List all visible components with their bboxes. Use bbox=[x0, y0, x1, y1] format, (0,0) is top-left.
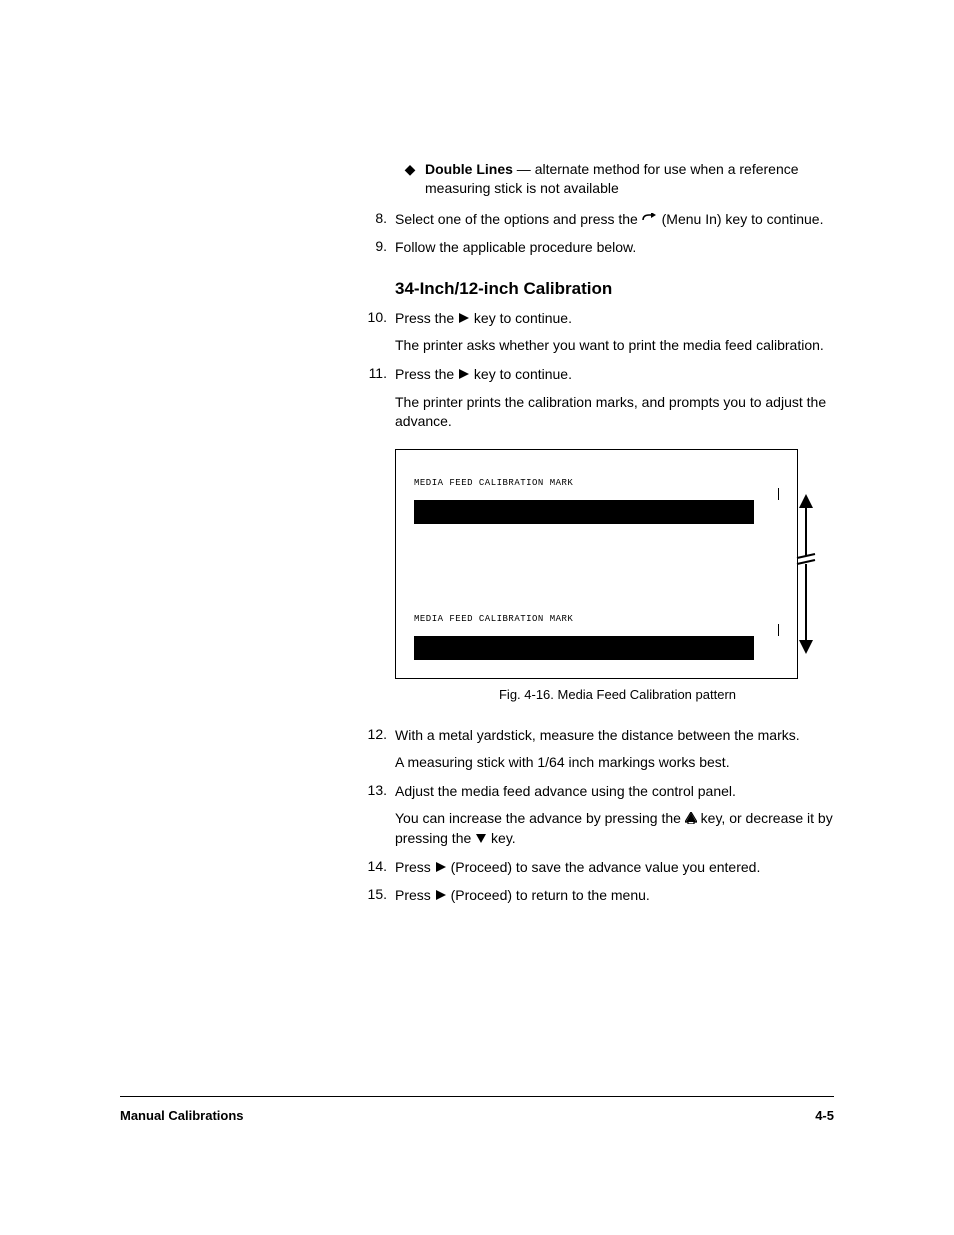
tick-mark bbox=[778, 624, 779, 636]
step-number: 13. bbox=[365, 782, 395, 801]
footer-rule bbox=[120, 1096, 834, 1097]
step10-pre: Press the bbox=[395, 310, 458, 326]
black-bar-top bbox=[414, 500, 754, 524]
black-bar-bottom bbox=[414, 636, 754, 660]
proceed-right-icon bbox=[458, 310, 470, 329]
tick-row-bottom bbox=[414, 628, 779, 636]
figure-caption: Fig. 4-16. Media Feed Calibration patter… bbox=[395, 687, 840, 702]
step-number: 14. bbox=[365, 858, 395, 878]
step13b-pre: You can increase the advance by pressing… bbox=[395, 810, 685, 826]
step-13-detail: You can increase the advance by pressing… bbox=[395, 809, 840, 849]
proceed-right-icon bbox=[435, 887, 447, 906]
page-footer: Manual Calibrations 4-5 bbox=[120, 1108, 834, 1123]
step-body: With a metal yardstick, measure the dist… bbox=[395, 726, 800, 745]
dimension-arrow bbox=[795, 494, 817, 654]
section-heading: 34-Inch/12-inch Calibration bbox=[395, 279, 840, 299]
step-number: 12. bbox=[365, 726, 395, 745]
step-number: 9. bbox=[365, 238, 395, 257]
step15-pre: Press bbox=[395, 887, 435, 903]
step11-pre: Press the bbox=[395, 366, 458, 382]
step-number: 15. bbox=[365, 886, 395, 906]
step-12-detail: A measuring stick with 1/64 inch marking… bbox=[395, 753, 840, 772]
diamond-icon: ◆ bbox=[395, 160, 425, 198]
step-14: 14. Press (Proceed) to save the advance … bbox=[395, 858, 840, 878]
footer-section: Manual Calibrations bbox=[120, 1108, 244, 1123]
step-number: 10. bbox=[365, 309, 395, 329]
step-body: Adjust the media feed advance using the … bbox=[395, 782, 736, 801]
up-arrow-icon bbox=[685, 810, 697, 829]
bullet-text: Double Lines — alternate method for use … bbox=[425, 160, 840, 198]
step-body: Select one of the options and press the … bbox=[395, 210, 824, 230]
step-body: Press the key to continue. bbox=[395, 365, 572, 385]
down-arrow-icon bbox=[475, 830, 487, 849]
bullet-label: Double Lines bbox=[425, 161, 513, 177]
proceed-right-icon bbox=[435, 859, 447, 878]
step-11: 11. Press the key to continue. bbox=[395, 365, 840, 385]
step-13: 13. Adjust the media feed advance using … bbox=[395, 782, 840, 801]
step8-pre: Select one of the options and press the bbox=[395, 211, 642, 227]
step-body: Press (Proceed) to save the advance valu… bbox=[395, 858, 760, 878]
tick-mark bbox=[778, 488, 779, 500]
double-lines-bullet: ◆ Double Lines — alternate method for us… bbox=[395, 160, 840, 198]
calibration-figure: MEDIA FEED CALIBRATION MARK MEDIA FEED C… bbox=[395, 449, 798, 679]
calibration-mark-label-top: MEDIA FEED CALIBRATION MARK bbox=[414, 478, 779, 488]
step-body: Press (Proceed) to return to the menu. bbox=[395, 886, 650, 906]
bullet-sep: — bbox=[513, 161, 535, 177]
step-8: 8. Select one of the options and press t… bbox=[395, 210, 840, 230]
step-9: 9. Follow the applicable procedure below… bbox=[395, 238, 840, 257]
tick-row-top bbox=[414, 492, 779, 500]
calibration-mark-label-bottom: MEDIA FEED CALIBRATION MARK bbox=[414, 614, 779, 624]
step-15: 15. Press (Proceed) to return to the men… bbox=[395, 886, 840, 906]
step-body: Press the key to continue. bbox=[395, 309, 572, 329]
step13b-post: key. bbox=[487, 830, 516, 846]
footer-page-number: 4-5 bbox=[815, 1108, 834, 1123]
step-10-detail: The printer asks whether you want to pri… bbox=[395, 336, 840, 355]
step15-post: (Proceed) to return to the menu. bbox=[447, 887, 650, 903]
step14-post: (Proceed) to save the advance value you … bbox=[447, 859, 761, 875]
menu-in-icon bbox=[642, 211, 658, 230]
step-body: Follow the applicable procedure below. bbox=[395, 238, 636, 257]
step8-post: (Menu In) key to continue. bbox=[658, 211, 824, 227]
step-11-detail: The printer prints the calibration marks… bbox=[395, 393, 840, 431]
step-10: 10. Press the key to continue. bbox=[395, 309, 840, 329]
step-12: 12. With a metal yardstick, measure the … bbox=[395, 726, 840, 745]
step-number: 8. bbox=[365, 210, 395, 230]
proceed-right-icon bbox=[458, 366, 470, 385]
step-number: 11. bbox=[365, 365, 395, 385]
step10-post: key to continue. bbox=[470, 310, 572, 326]
step14-pre: Press bbox=[395, 859, 435, 875]
step11-post: key to continue. bbox=[470, 366, 572, 382]
